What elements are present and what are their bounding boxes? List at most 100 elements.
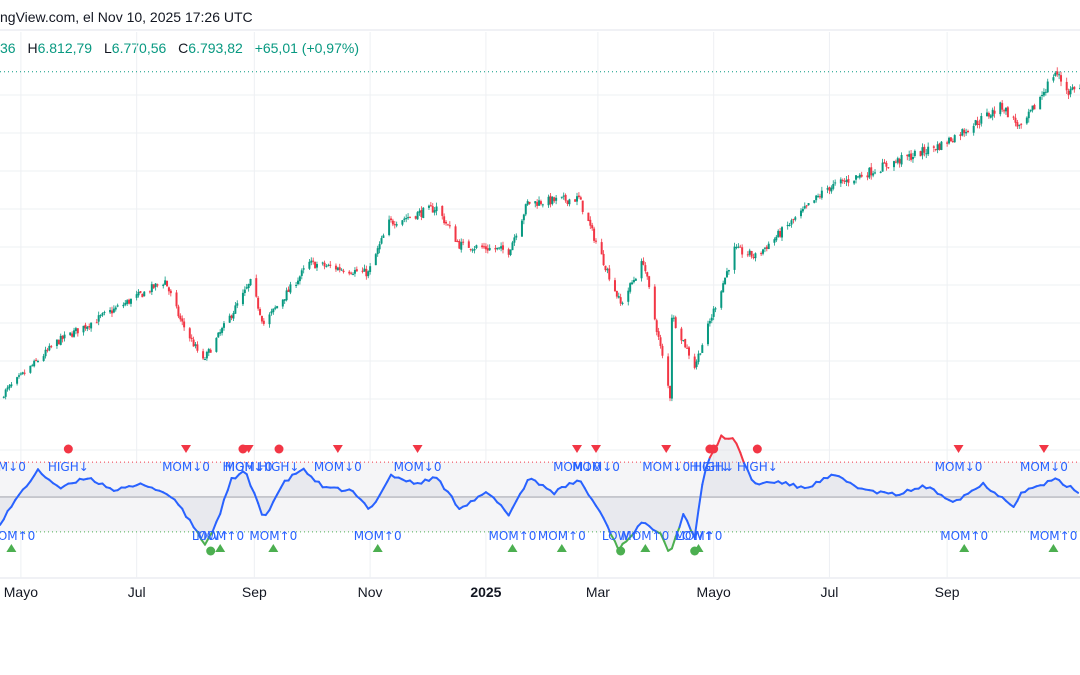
candle-body (97, 315, 100, 322)
candle-body (1004, 107, 1007, 112)
osc-line-segment (515, 492, 522, 503)
candle-body (139, 291, 142, 293)
candle-body (655, 320, 658, 332)
candle-body (355, 269, 358, 272)
candle-body (1065, 81, 1068, 91)
candle-body (31, 365, 34, 367)
osc-line-segment (1012, 499, 1019, 508)
candle-body (276, 306, 279, 309)
candle-body (737, 246, 740, 248)
candle-body (1069, 89, 1072, 95)
osc-line-segment (17, 488, 24, 496)
candle-body (765, 246, 768, 249)
candle-body (908, 154, 911, 157)
oscillator-pane[interactable]: MOM↓0HIGH↓MOM↓0HIGH↓MOM↓0HIGH↓MOM↓0MOM↓0… (0, 434, 1080, 556)
candle-body (735, 247, 738, 249)
signal-label: MOM↑0 (538, 529, 586, 543)
signal-marker-up (215, 544, 226, 552)
candle-body (866, 175, 869, 178)
candle-body (483, 246, 486, 248)
candle-body (515, 235, 518, 238)
candle-body (792, 219, 795, 221)
candle-body (1012, 116, 1015, 118)
candle-body (484, 246, 487, 250)
osc-line-segment (25, 480, 32, 488)
candle-body (55, 339, 58, 346)
candle-body (600, 242, 603, 255)
candle-body (169, 290, 172, 294)
osc-line-segment (731, 437, 738, 445)
candle-body (1052, 77, 1055, 81)
x-tick-label: Jul (128, 584, 146, 600)
candle-body (746, 254, 749, 256)
candle-body (230, 315, 233, 318)
candle-body (1046, 81, 1049, 93)
signal-marker-up (372, 544, 383, 552)
candle-body (826, 188, 829, 190)
candle-body (526, 201, 529, 205)
low-value: 6.770,56 (111, 40, 167, 56)
candle-body (302, 268, 305, 270)
candle-body (948, 137, 951, 144)
candle-body (686, 347, 689, 349)
candle-body (382, 235, 385, 238)
osc-line-segment (245, 473, 252, 487)
price-pane[interactable] (0, 67, 1080, 402)
candle-body (16, 377, 19, 384)
candle-body (539, 201, 542, 205)
candle-body (974, 120, 977, 126)
candle-body (553, 197, 556, 202)
candle-body (538, 200, 541, 206)
candle-body (259, 309, 262, 315)
candle-body (188, 328, 191, 339)
candle-body (541, 204, 544, 206)
candle-body (813, 200, 816, 203)
candle-body (378, 244, 381, 250)
candle-body (287, 289, 290, 292)
signal-marker-up (693, 544, 704, 552)
candle-body (498, 247, 501, 249)
signal-label: HIGH↓ (689, 460, 730, 474)
candle-body (963, 129, 966, 134)
osc-line-segment (693, 509, 700, 539)
candle-body (74, 328, 77, 331)
osc-line-segment (2, 509, 9, 521)
candle-body (488, 247, 491, 251)
candle-body (712, 308, 715, 317)
x-tick-label: Nov (358, 584, 383, 600)
candle-body (739, 246, 742, 248)
osc-line-segment (594, 504, 601, 513)
close-label: C (178, 40, 189, 56)
candle-body (143, 291, 146, 297)
candle-body (36, 360, 39, 362)
osc-line-segment (579, 480, 586, 489)
x-tick-label: 2025 (470, 584, 501, 600)
osc-line-segment (511, 500, 518, 510)
signal-label: LOW↑ (676, 529, 714, 543)
osc-line-segment (10, 499, 17, 508)
candle-body (803, 206, 806, 209)
candle-body (209, 349, 212, 353)
candle-body (35, 359, 38, 361)
candle-body (257, 297, 260, 309)
time-axis[interactable]: Mayo Jul Sep Nov 2025 Mar Mayo Jul Sep (4, 584, 960, 600)
osc-line-segment (386, 473, 393, 483)
osc-line-segment (257, 502, 263, 516)
osc-line-segment (317, 480, 324, 489)
candle-body (801, 208, 804, 212)
candle-body (141, 293, 144, 298)
candle-body (33, 360, 36, 367)
osc-line-segment (211, 520, 218, 533)
candle-body (934, 149, 937, 151)
candle-body (807, 203, 810, 206)
osc-line-segment (602, 517, 609, 527)
candle-body (951, 141, 954, 143)
candle-body (788, 224, 791, 226)
candle-body (1029, 109, 1032, 112)
candle-body (872, 173, 875, 176)
candle-body (760, 253, 763, 255)
osc-line-segment (29, 474, 36, 483)
candle-body (23, 372, 26, 374)
candle-body (932, 146, 935, 148)
